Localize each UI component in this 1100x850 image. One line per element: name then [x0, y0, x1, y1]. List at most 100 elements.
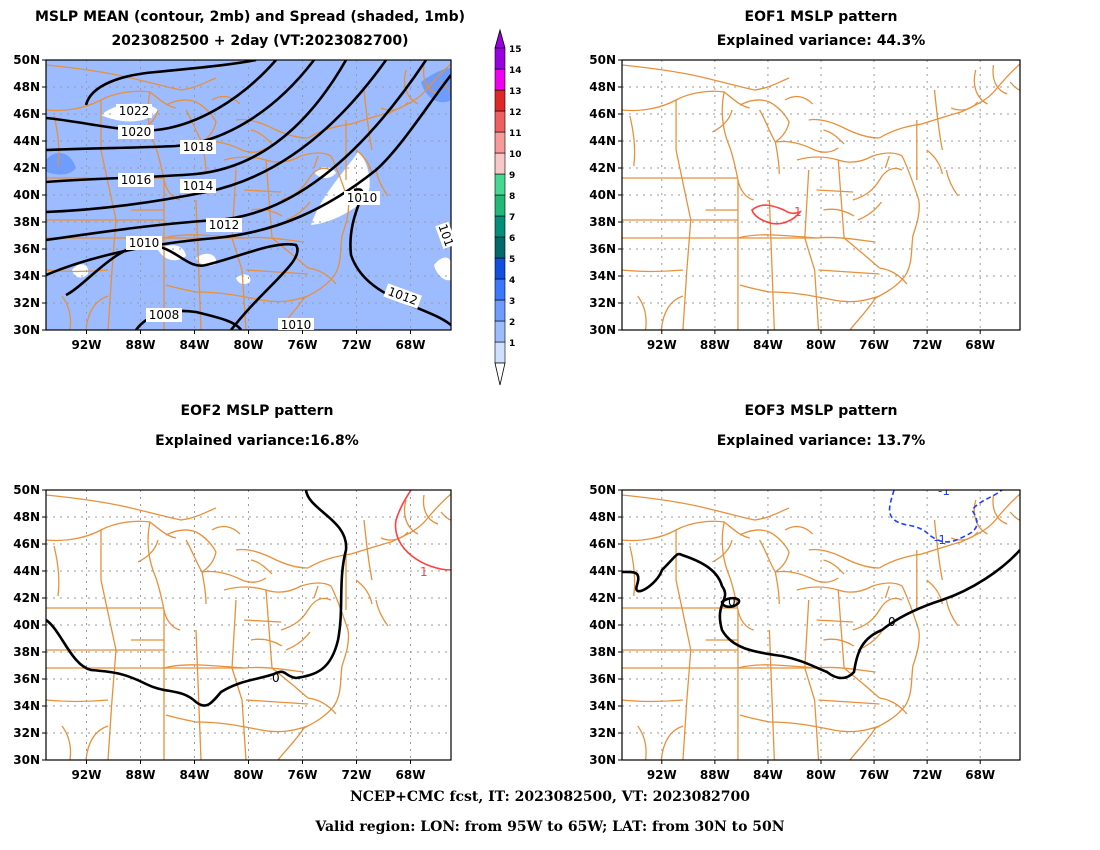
isobar-label: 1010 — [129, 236, 160, 250]
boundary-line — [250, 559, 273, 575]
lon-tick-label: 84W — [753, 338, 783, 352]
boundary-line — [250, 638, 283, 647]
colorbar-segment — [494, 194, 506, 217]
boundary-line — [85, 725, 109, 760]
lat-tick-label: 46N — [589, 107, 616, 121]
colorbar-label: 8 — [509, 192, 515, 202]
boundary-line — [53, 545, 60, 597]
lon-tick-label: 76W — [288, 338, 318, 352]
boundary-line — [165, 529, 217, 573]
boundary-line — [303, 585, 350, 729]
boundary-line — [682, 219, 692, 330]
boundary-line — [637, 295, 647, 330]
boundary-line — [816, 189, 853, 193]
boundary-line — [107, 219, 117, 330]
boundary-line — [637, 725, 647, 760]
boundary-line — [950, 101, 979, 111]
boundary-line — [884, 585, 890, 599]
boundary-line — [375, 169, 389, 197]
boundary-line — [808, 548, 880, 569]
boundary-line — [195, 629, 202, 760]
boundary-line — [675, 530, 692, 651]
boundary-line — [843, 237, 880, 269]
lon-tick-label: 76W — [288, 768, 318, 782]
lat-tick-label: 32N — [589, 296, 616, 310]
colorbar-label: 9 — [509, 171, 515, 181]
boundary-line — [721, 91, 754, 201]
boundary-line — [235, 118, 309, 139]
isobar-label: 1022 — [119, 104, 150, 118]
colorbar-segment — [494, 341, 506, 364]
panel3-title-line2: Explained variance:16.8% — [155, 433, 359, 449]
boundary-line — [422, 64, 439, 95]
spread-patch-low — [434, 257, 451, 281]
boundary-line — [85, 295, 109, 330]
lat-tick-label: 50N — [589, 483, 616, 497]
boundary-line — [775, 140, 839, 153]
isobar-labels: 1022 1020 1018 1016 1014 1012 1010 1010 … — [116, 104, 457, 332]
colorbar-segment — [494, 89, 506, 112]
boundary-line — [629, 115, 636, 167]
boundary-line — [739, 284, 770, 293]
boundary-line — [879, 267, 908, 285]
eof2-zero-contour — [46, 490, 348, 707]
panel4-title-line1: EOF3 MSLP pattern — [744, 403, 898, 419]
boundary-line — [784, 95, 814, 105]
panel4-title-line2: Explained variance: 13.7% — [716, 433, 926, 449]
boundary-line — [243, 189, 282, 193]
boundary-line — [165, 99, 217, 143]
boundary-line — [675, 100, 692, 221]
isobar-label: 1016 — [121, 173, 152, 187]
boundary-line — [973, 69, 988, 105]
boundary-line — [769, 291, 880, 303]
spread-patch-darker — [46, 153, 76, 175]
lon-tick-label: 84W — [180, 338, 210, 352]
panel1-title-line1: MSLP MEAN (contour, 2mb) and Spread (sha… — [35, 9, 465, 25]
boundary-line — [823, 129, 845, 145]
colorbar-segment — [494, 257, 506, 280]
boundary-line — [245, 269, 309, 275]
isobar-label: 1010 — [347, 191, 378, 205]
colorbar-label: 7 — [509, 213, 515, 223]
boundary-line — [277, 727, 305, 760]
boundary-line — [926, 579, 943, 605]
boundary-line — [355, 579, 373, 605]
boundary-line — [818, 269, 880, 275]
lon-tick-label: 68W — [965, 768, 995, 782]
colorbar-label: 1 — [509, 339, 515, 349]
boundary-line — [769, 721, 880, 733]
lat-tick-label: 34N — [589, 699, 616, 713]
boundary-line — [440, 511, 451, 521]
lat-tick-label: 42N — [13, 161, 40, 175]
boundary-line — [660, 725, 684, 760]
boundary-line — [223, 582, 332, 593]
lon-tick-label: 88W — [700, 338, 730, 352]
lon-tick-label: 68W — [965, 338, 995, 352]
boundary-line — [46, 64, 217, 91]
lat-tick-label: 50N — [13, 53, 40, 67]
boundary-line — [380, 531, 409, 541]
lat-tick-label: 48N — [589, 80, 616, 94]
boundary-line — [280, 597, 332, 631]
lat-tick-label: 30N — [13, 323, 40, 337]
boundary-line — [363, 519, 373, 581]
colorbar-label: 12 — [509, 108, 522, 118]
colorbar-segment — [494, 236, 506, 259]
boundary-line — [837, 589, 845, 669]
boundary-line — [629, 545, 636, 597]
isobar-label: 1014 — [183, 179, 214, 193]
boundary-line — [622, 269, 683, 273]
map-boundaries — [622, 493, 1020, 760]
colorbar-segment — [494, 173, 506, 196]
boundary-line — [285, 201, 311, 221]
lat-tick-label: 46N — [13, 107, 40, 121]
spread-patch-darker — [421, 68, 451, 103]
colorbar-label: 6 — [509, 234, 515, 244]
boundary-line — [857, 201, 882, 221]
lon-tick-label: 68W — [396, 338, 426, 352]
panel-eof2: 0 1 50N 48N 46N 44N 42N 40N 38N 36N 34N 32N 30N 92W… — [13, 483, 452, 782]
colorbar-segment — [494, 278, 506, 301]
lat-tick-label: 36N — [589, 242, 616, 256]
boundary-line — [992, 494, 1008, 525]
boundary-line — [796, 582, 903, 593]
